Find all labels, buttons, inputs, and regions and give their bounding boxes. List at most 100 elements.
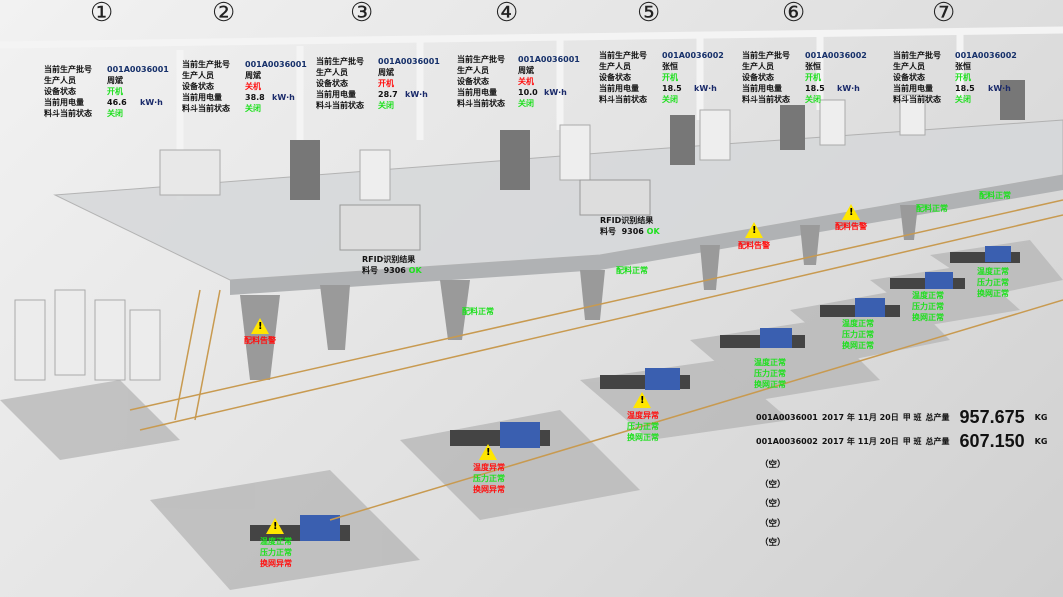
batch-label: 当前生产批号 [599,51,647,60]
batch-value: 001A0036001 [378,57,440,66]
feed-ok-tag: 配料正常 [916,204,948,213]
device-status-label: 设备状态 [893,73,925,82]
feed-ok-tag: 配料正常 [616,266,648,275]
rfid-ok: OK [646,227,660,236]
operator-value: 周斌 [378,68,394,77]
production-shift: 甲 班 [902,436,922,446]
power-label: 当前用电量 [457,88,497,97]
power-unit: kW·h [988,84,1011,93]
operator-label: 生产人员 [742,62,774,71]
operator-value: 张恒 [955,62,971,71]
operator-label: 生产人员 [44,76,76,85]
device-status-label: 设备状态 [44,87,76,96]
station-number-1: ① [90,0,114,28]
screen-status: 换网正常 [842,341,874,350]
pressure-status: 压力正常 [754,369,786,378]
power-unit: kW·h [140,98,163,107]
power-value: 18.5 [805,84,825,93]
temp-status: 温度正常 [912,291,944,300]
device-status-value: 开机 [955,73,971,82]
production-row-1: 001A0036001 2017 年 11月 20日 甲 班 总产量 957.6… [756,405,1047,429]
rfid-result-2: RFID识别结果 料号 9306 OK [600,215,660,237]
operator-label: 生产人员 [457,66,489,75]
feed-alarm-tag: 配料告警 [835,222,867,231]
station-number-2: ② [212,0,236,28]
warning-icon[interactable]: ! [479,444,497,460]
warning-icon[interactable]: ! [251,318,269,334]
operator-label: 生产人员 [182,71,214,80]
production-date: 2017 年 11月 20日 [821,412,899,422]
hopper-status-label: 料斗当前状态 [599,95,647,104]
extruder-status-4: 温度正常 压力正常 换网正常 [754,357,786,390]
temp-status: 温度正常 [977,267,1009,276]
production-label: 总产量 [925,436,950,446]
hopper-status-label: 料斗当前状态 [893,95,941,104]
temp-status: 温度正常 [260,537,292,546]
batch-label: 当前生产批号 [182,60,230,69]
extruder-status-2: 温度异常 压力正常 换网异常 [473,462,505,495]
rfid-material-label: 料号 [362,266,378,275]
rfid-ok: OK [408,266,422,275]
batch-value: 001A0036001 [245,60,307,69]
pressure-status: 压力正常 [842,330,874,339]
warning-icon[interactable]: ! [266,518,284,534]
rfid-material-no: 9306 [621,227,644,236]
storage-silos [14,289,161,381]
rfid-material-label: 料号 [600,227,616,236]
power-value: 38.8 [245,93,265,102]
rfid-title: RFID识别结果 [362,255,416,264]
temp-status: 温度异常 [627,411,659,420]
screen-status: 换网正常 [977,289,1009,298]
rfid-material-no: 9306 [383,266,406,275]
station-number-3: ③ [350,0,374,28]
feed-ok-tag: 配料正常 [462,307,494,316]
power-label: 当前用电量 [182,93,222,102]
batch-value: 001A0036001 [518,55,580,64]
mezzanine-edge [230,175,1063,295]
hopper-status-value: 关闭 [518,99,534,108]
power-unit: kW·h [837,84,860,93]
power-value: 46.6 [107,98,127,107]
hopper-status-value: 关闭 [245,104,261,113]
operator-value: 周斌 [107,76,123,85]
extruder-status-5: 温度正常 压力正常 换网正常 [842,318,874,351]
pressure-status: 压力正常 [912,302,944,311]
hopper-status-value: 关闭 [378,101,394,110]
power-label: 当前用电量 [599,84,639,93]
power-value: 18.5 [955,84,975,93]
production-shift: 甲 班 [902,412,922,422]
station-number-4: ④ [495,0,519,28]
production-total: 607.150 [959,430,1025,451]
station-number-5: ⑤ [637,0,661,28]
power-label: 当前用电量 [742,84,782,93]
temp-status: 温度正常 [842,319,874,328]
batch-value: 001A0036002 [805,51,867,60]
temp-status: 温度异常 [473,463,505,472]
extruder-status-7: 温度正常 压力正常 换网正常 [977,266,1009,299]
pressure-status: 压力正常 [260,548,292,557]
device-status-label: 设备状态 [457,77,489,86]
empty-slot: （空） [760,480,786,490]
hopper-status-label: 料斗当前状态 [44,109,92,118]
station-number-6: ⑥ [782,0,806,28]
device-status-label: 设备状态 [182,82,214,91]
screen-status: 换网正常 [912,313,944,322]
production-batch: 001A0036001 [756,412,818,422]
warning-icon[interactable]: ! [633,392,651,408]
power-label: 当前用电量 [316,90,356,99]
pressure-status: 压力正常 [977,278,1009,287]
operator-value: 周斌 [518,66,534,75]
feed-alarm-tag: 配料告警 [244,336,276,345]
extruder-status-3: 温度异常 压力正常 换网正常 [627,410,659,443]
device-status-label: 设备状态 [316,79,348,88]
warning-icon[interactable]: ! [842,204,860,220]
operator-label: 生产人员 [893,62,925,71]
hopper-status-label: 料斗当前状态 [316,101,364,110]
power-value: 10.0 [518,88,538,97]
rfid-result-1: RFID识别结果 料号 9306 OK [362,254,422,276]
warning-icon[interactable]: ! [745,222,763,238]
operator-label: 生产人员 [599,62,631,71]
hopper-status-label: 料斗当前状态 [457,99,505,108]
batch-label: 当前生产批号 [742,51,790,60]
